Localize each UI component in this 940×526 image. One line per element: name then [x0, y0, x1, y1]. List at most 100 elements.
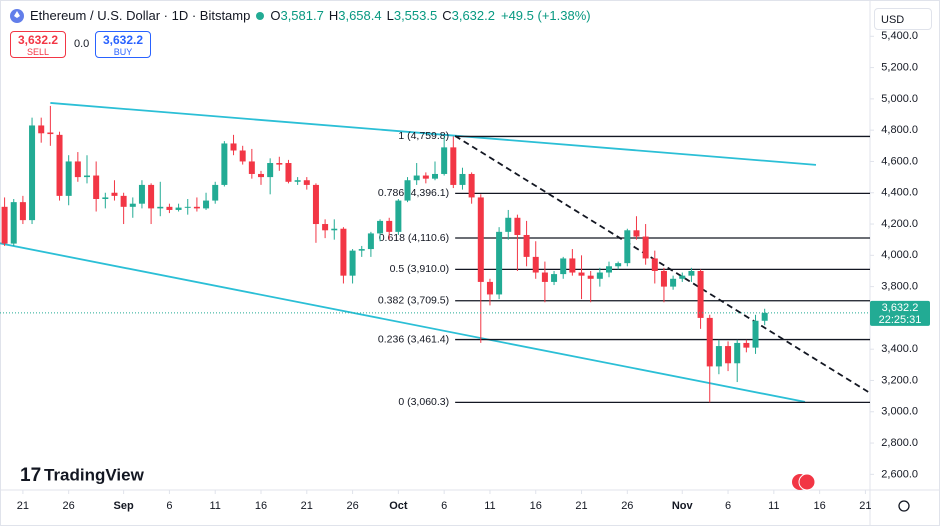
candle-body [175, 207, 182, 210]
spread: 0.0 [74, 38, 90, 50]
candle-body [1, 206, 8, 244]
candle-body [312, 184, 319, 225]
candle-body [670, 278, 677, 287]
candle-body [65, 161, 72, 196]
buy-label: BUY [113, 47, 133, 57]
candle-body [496, 231, 503, 295]
trend-line [454, 135, 869, 393]
fib-label: 0.236 (3,461.4) [378, 333, 449, 345]
candle-body [578, 272, 585, 276]
fib-label: 0.786 (4,396.1) [378, 187, 449, 199]
candle-body [752, 320, 759, 348]
fib-label: 0 (3,060.3) [398, 396, 449, 408]
candle-body [102, 197, 109, 199]
currency-button[interactable]: USD [874, 8, 932, 30]
candle-body [386, 220, 393, 232]
candle-body [331, 228, 338, 231]
y-tick-label: 5,000.0 [881, 93, 918, 105]
candle-body [441, 147, 448, 174]
candle-body [697, 270, 704, 318]
y-tick-label: 5,200.0 [881, 61, 918, 73]
candle-body [230, 143, 237, 151]
trend-line [50, 102, 817, 166]
x-tick-label: 11 [484, 500, 495, 512]
candle-body [688, 270, 695, 276]
ohlc-item: O3,581.7 [270, 8, 324, 23]
ohlc-item: C3,632.2 [442, 8, 495, 23]
sell-button[interactable]: 3,632.2 SELL [10, 31, 66, 58]
y-tick-label: 4,400.0 [881, 187, 918, 199]
candle-body [532, 256, 539, 273]
candle-body [734, 342, 741, 364]
candle-body [129, 203, 136, 207]
candle-body [450, 147, 457, 185]
candle-body [138, 184, 145, 204]
candle-body [642, 236, 649, 259]
last-price-tag [870, 300, 930, 326]
settings-icon[interactable] [898, 500, 910, 512]
candle-body [432, 173, 438, 179]
ohlc: O3,581.7 H3,658.4 L3,553.5 C3,632.2 [270, 8, 495, 23]
trend-line [0, 242, 806, 403]
candle-body [377, 220, 384, 234]
candle-body [248, 161, 255, 174]
candle-body [19, 202, 26, 221]
candle-body [239, 150, 246, 162]
candle-body [148, 184, 155, 209]
y-tick-label: 4,600.0 [881, 155, 918, 167]
ohlc-value: 3,658.4 [338, 8, 382, 23]
candle-body [569, 258, 576, 273]
candle-body [56, 134, 63, 196]
sell-price: 3,632.2 [17, 33, 59, 47]
candle-body [477, 197, 484, 282]
x-tick-label: 21 [301, 500, 313, 512]
candle-body [367, 233, 374, 250]
candle-body [660, 270, 667, 287]
candle-body [615, 263, 622, 267]
buy-price: 3,632.2 [102, 33, 144, 47]
candle-body [706, 317, 713, 367]
plot: 1 (4,759.8) 0.786 (4,396.1) 0.618 (4,110.6… [0, 102, 870, 408]
candle-body [596, 272, 603, 279]
buy-button[interactable]: 3,632.2 BUY [95, 31, 151, 58]
symbol-title[interactable]: Ethereum / U.S. Dollar · 1D · Bitstamp [30, 8, 251, 23]
candle-body [221, 143, 228, 185]
candle-body [294, 180, 301, 182]
candle-body [404, 180, 411, 201]
event-icon[interactable] [798, 473, 816, 491]
sell-label: SELL [26, 47, 50, 57]
ohlc-key: L [386, 8, 394, 23]
candle-body [633, 230, 640, 237]
ohlc-item: H3,658.4 [329, 8, 382, 23]
fib-label: 0.5 (3,910.0) [390, 263, 450, 275]
ohlc-item: L3,553.5 [387, 8, 438, 23]
ohlc-key: O [270, 8, 281, 23]
y-tick-label: 3,200.0 [881, 374, 918, 386]
candle-body [285, 163, 292, 182]
ohlc-key: C [442, 8, 452, 23]
y-tick-label: 5,400.0 [881, 30, 918, 42]
candle-body [193, 206, 200, 209]
candle-body [715, 346, 722, 367]
coin-icon [10, 8, 24, 23]
change: +49.5 (+1.38%) [500, 8, 591, 23]
ohlc-value: 3,553.5 [393, 8, 438, 23]
candle-body [340, 228, 347, 276]
x-tick-label: 26 [621, 500, 633, 512]
x-tick-label: 26 [346, 500, 358, 512]
candle-body [413, 175, 420, 181]
ohlc-value: 3,581.7 [280, 8, 324, 23]
candle-body [459, 173, 466, 185]
x-tick-label: Sep [114, 500, 134, 512]
fib-label: 1 (4,759.8) [398, 130, 449, 142]
x-tick-label: 16 [814, 500, 826, 512]
candle-body [505, 217, 512, 232]
candle-body [560, 258, 567, 275]
candle-body [10, 202, 17, 244]
candle-body [761, 312, 768, 321]
fib-label: 0.382 (3,709.5) [378, 295, 449, 307]
x-tick-label: 11 [209, 500, 220, 512]
candle-body [184, 206, 191, 208]
brand-logo: 17 [20, 465, 41, 486]
